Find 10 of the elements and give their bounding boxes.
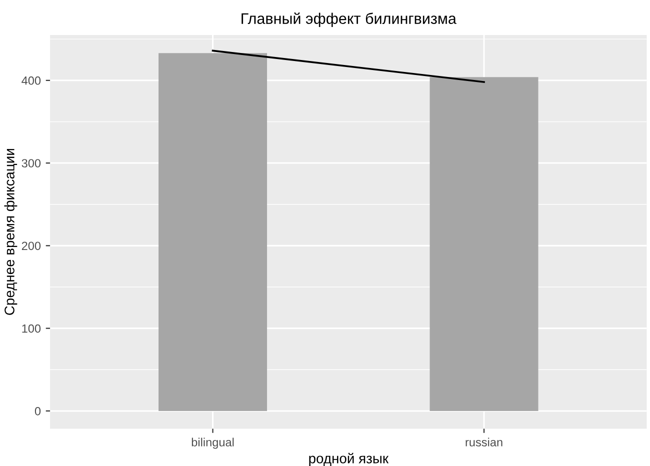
chart-title: Главный эффект билингвизма <box>242 12 456 28</box>
y-tick-label: 0 <box>34 406 41 416</box>
x-axis-title: родной язык <box>309 452 389 466</box>
y-tick-label: 300 <box>22 159 41 168</box>
y-tick-label: 200 <box>22 242 41 250</box>
x-tick-label: bilingual <box>192 438 234 449</box>
y-tick-label: 100 <box>22 324 41 333</box>
y-axis-title: Среднее время фиксации <box>4 149 18 315</box>
x-tick-label: russian <box>466 438 502 446</box>
y-tick-label: 400 <box>22 76 41 85</box>
